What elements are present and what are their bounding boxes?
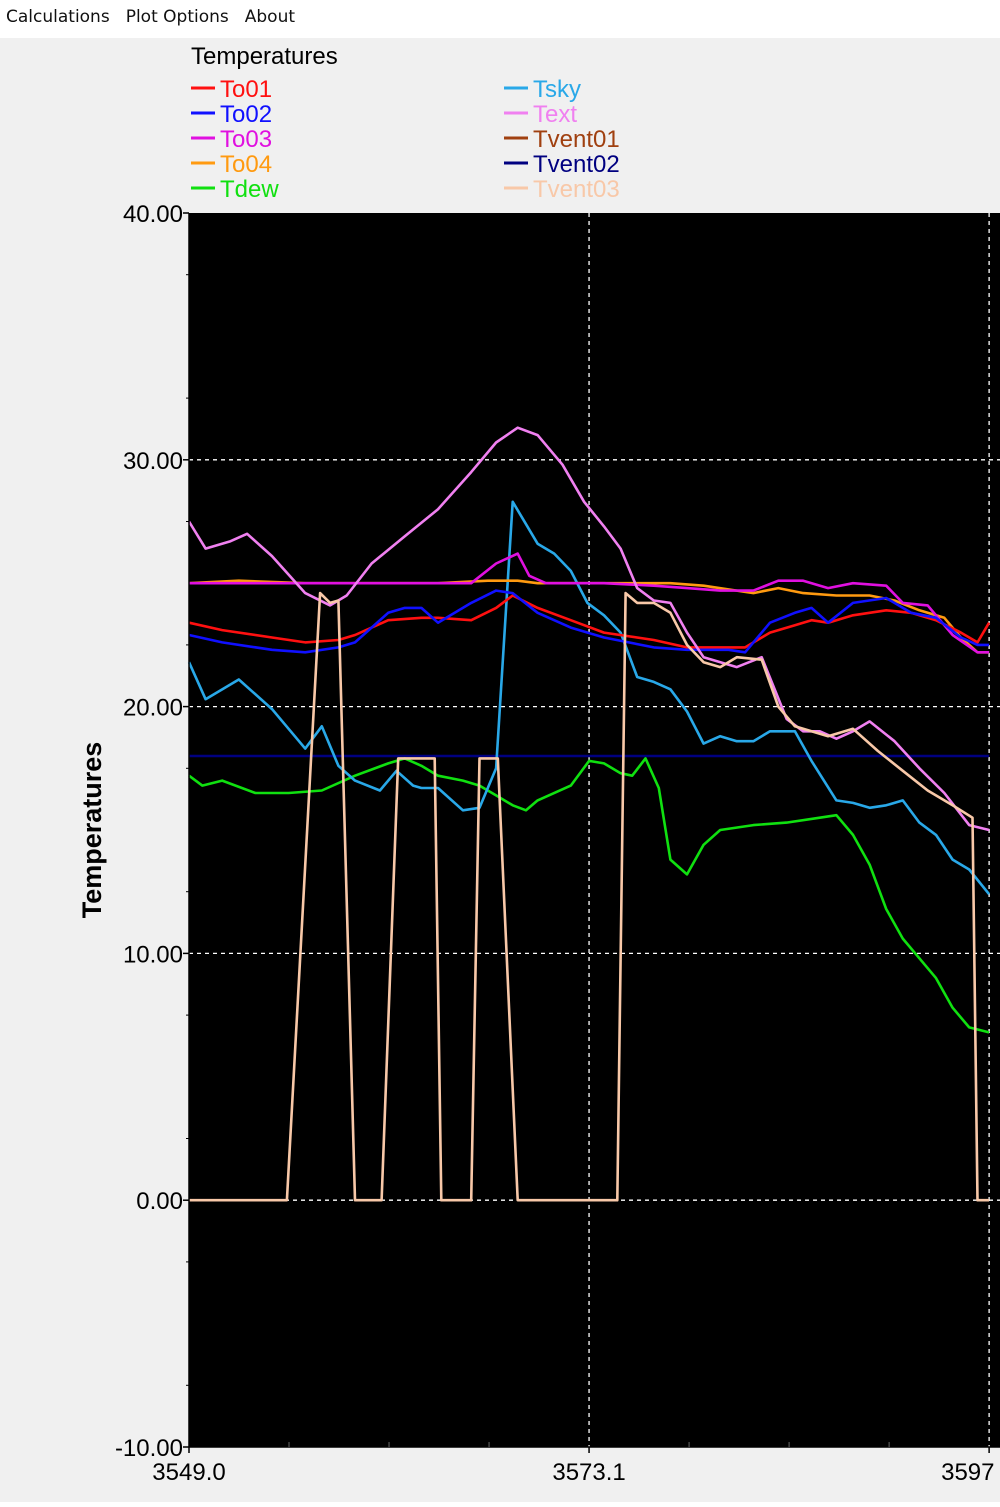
legend-label-to03[interactable]: To03	[220, 126, 272, 153]
x-axis-ticks: 3549.0 3573.1 3597	[152, 1442, 995, 1486]
menu-plot-options[interactable]: Plot Options	[125, 7, 229, 27]
series-line-to02	[188, 589, 990, 654]
legend-label-tvent01[interactable]: Tvent01	[533, 126, 620, 153]
legend-label-tdew[interactable]: Tdew	[220, 176, 279, 203]
menu-calculations[interactable]: Calculations	[6, 7, 110, 27]
legend-label-tvent02[interactable]: Tvent02	[533, 151, 620, 178]
legend-label-text[interactable]: Text	[533, 101, 577, 128]
legend-title: Temperatures	[191, 43, 338, 70]
series-line-text	[187, 426, 990, 832]
legend-label-to01[interactable]: To01	[220, 76, 272, 103]
plot-area	[189, 213, 1000, 1447]
plot-panel: Temperatures To01 To02 To03 To04 Tdew Tsky Tex…	[0, 38, 1000, 1502]
x-tick-label: 3549.0	[152, 1459, 225, 1486]
chart-grid	[189, 213, 1000, 1447]
series-line-tdew	[188, 757, 990, 1034]
y-tick-label: 20.00	[123, 695, 183, 722]
y-tick-label: -10.00	[115, 1435, 183, 1462]
legend-label-to02[interactable]: To02	[220, 101, 272, 128]
x-tick-label: 3597	[941, 1459, 994, 1486]
x-tick-label: 3573.1	[552, 1459, 625, 1486]
menu-bar: Calculations Plot Options About	[0, 0, 1000, 38]
y-axis-ticks: 40.00 30.00 20.00 10.00 0.00 -10.00	[115, 201, 189, 1462]
series-line-to03	[189, 552, 990, 654]
series-line-tvent03	[189, 591, 990, 1202]
y-tick-label: 30.00	[123, 448, 183, 475]
legend-label-tvent03[interactable]: Tvent03	[533, 176, 620, 203]
menu-about[interactable]: About	[244, 7, 296, 27]
chart-legend: To01To02To03To04TdewTskyTextTvent01Tvent…	[191, 76, 620, 203]
series-line-to01	[188, 594, 991, 649]
series-line-tsky	[187, 500, 991, 896]
y-tick-label: 0.00	[136, 1188, 183, 1215]
y-tick-label: 40.00	[123, 201, 183, 228]
legend-label-tsky[interactable]: Tsky	[533, 76, 581, 103]
y-axis-label: Temperatures	[77, 742, 107, 919]
plot-lines	[187, 426, 991, 1202]
legend-label-to04[interactable]: To04	[220, 151, 272, 178]
y-tick-label: 10.00	[123, 941, 183, 968]
